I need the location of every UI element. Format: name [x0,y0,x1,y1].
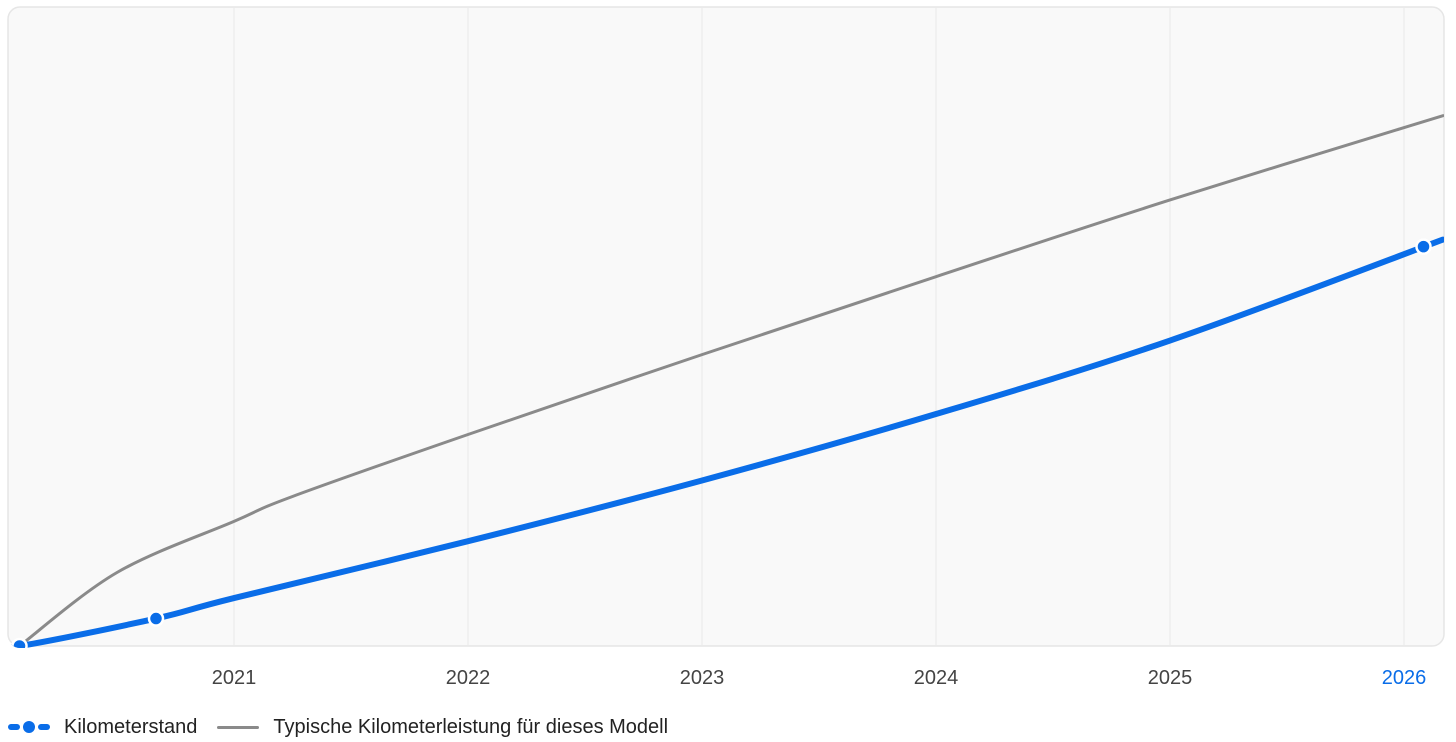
grid-lines [233,8,1405,645]
marker-layer [11,238,1432,648]
x-tick-2024: 2024 [914,667,959,689]
series-line-kilometerstand [8,236,1444,648]
x-tick-2023: 2023 [680,667,725,689]
x-tick-2025: 2025 [1148,667,1193,689]
legend-item-typical-mileage[interactable]: Typische Kilometerleistung für dieses Mo… [217,716,668,739]
marker-point-2 [147,610,165,627]
x-tick-2026: 2026 [1382,667,1427,689]
x-axis-ticks: 2021 2022 2023 2024 2025 2026 [212,667,1427,689]
x-tick-2021: 2021 [212,667,257,689]
legend-label-kilometerstand: Kilometerstand [64,715,198,738]
series-line-typical-mileage [18,114,1444,648]
legend-label-typical-mileage: Typische Kilometerleistung für dieses Mo… [273,715,669,738]
legend-item-kilometerstand[interactable]: Kilometerstand [8,716,197,739]
mileage-chart: 2021 2022 2023 2024 2025 2026 [7,6,1445,689]
legend-swatch-blue [8,721,50,733]
legend-swatch-grey [217,725,260,729]
marker-point-1 [11,637,28,648]
legend: Kilometerstand Typische Kilometerleistun… [8,714,668,740]
x-tick-2022: 2022 [446,667,491,689]
plot-background [7,6,1445,647]
series-layer [8,114,1444,648]
marker-point-3 [1415,238,1432,255]
